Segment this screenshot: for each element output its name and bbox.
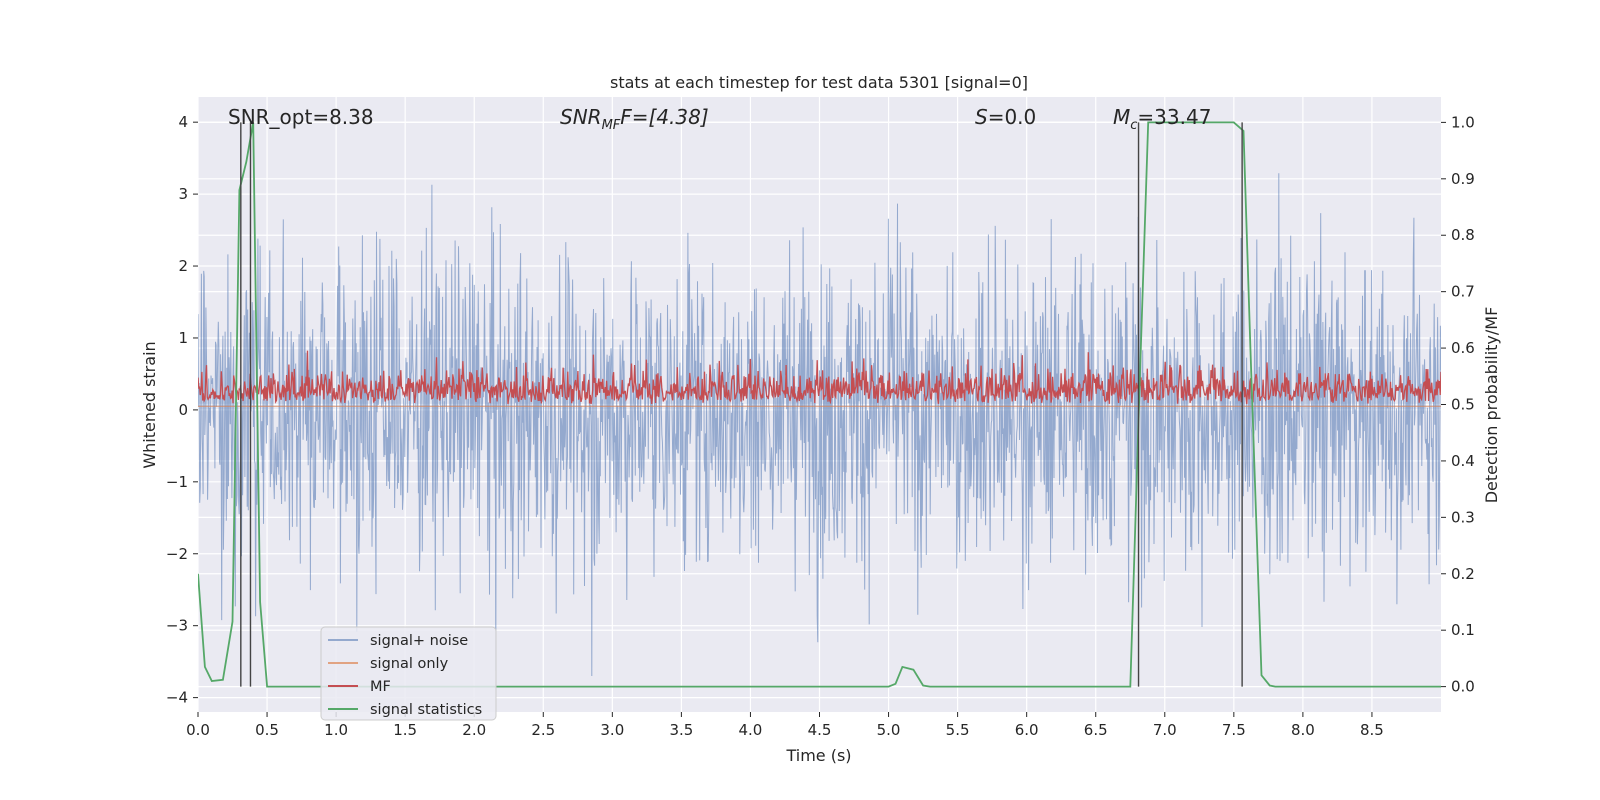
x-tick-label: 1.5 [393, 721, 417, 739]
annotation-snr-opt: SNR_opt=8.38 [228, 105, 374, 129]
y-right-tick-label: 0.7 [1451, 283, 1475, 301]
x-tick-label: 6.0 [1015, 721, 1039, 739]
series-signal-noise [198, 173, 1441, 677]
legend-label-mf: MF [370, 679, 391, 695]
x-tick-label: 8.5 [1360, 721, 1384, 739]
x-tick-label: 0.5 [255, 721, 279, 739]
legend-label-signal-noise: signal+ noise [370, 633, 468, 649]
y-tick-label: 3 [178, 185, 188, 203]
y-right-tick-label: 0.6 [1451, 339, 1475, 357]
x-tick-label: 3.0 [600, 721, 624, 739]
y-tick-label: −4 [166, 689, 188, 707]
x-tick-label: 7.5 [1222, 721, 1246, 739]
x-tick-label: 5.5 [946, 721, 970, 739]
y-right-tick-label: 0.1 [1451, 621, 1475, 639]
y-tick-label: −2 [166, 545, 188, 563]
mf-line [198, 350, 1441, 405]
legend-label-signal-statistics: signal statistics [370, 702, 482, 718]
vertical-markers [240, 122, 1243, 687]
x-tick-label: 4.5 [808, 721, 832, 739]
y-right-tick-label: 0.0 [1451, 678, 1475, 696]
y-tick-label: 1 [178, 329, 188, 347]
x-tick-label: 1.0 [324, 721, 348, 739]
legend-box [320, 626, 497, 721]
annotation-snr-mf: SNRMFF=[4.38] [560, 105, 709, 133]
x-tick-label: 0.0 [186, 721, 210, 739]
annotation-mc: Mc=33.47 [1113, 105, 1211, 133]
x-tick-label: 2.0 [462, 721, 486, 739]
y-tick-label: −3 [166, 617, 188, 635]
y-right-tick-label: 0.5 [1451, 396, 1475, 414]
y-tick-label: 0 [178, 401, 188, 419]
x-tick-label: 2.5 [531, 721, 555, 739]
chart-title: stats at each timestep for test data 530… [610, 73, 1028, 92]
y-right-tick-label: 0.2 [1451, 565, 1475, 583]
x-tick-label: 7.0 [1153, 721, 1177, 739]
legend: signal+ noise signal only MF signal stat… [320, 626, 497, 721]
x-tick-label: 4.0 [739, 721, 763, 739]
ticks: 0.0 0.5 1.0 1.5 2.0 2.5 3.0 3.5 4.0 4.5 5.0 5.5 6.0 6… [166, 113, 1475, 739]
legend-label-signal-only: signal only [370, 656, 449, 672]
y-right-tick-label: 0.9 [1451, 170, 1475, 188]
y-right-tick-label: 1.0 [1451, 113, 1475, 131]
signal-noise-line [198, 173, 1441, 677]
series-signal-statistics [198, 121, 1441, 688]
y-axis-label: Whitened strain [140, 341, 159, 468]
x-tick-label: 5.0 [877, 721, 901, 739]
y-right-tick-label: 0.8 [1451, 226, 1475, 244]
signal-statistics-line [198, 121, 1441, 688]
x-tick-label: 6.5 [1084, 721, 1108, 739]
x-tick-label: 8.0 [1291, 721, 1315, 739]
x-axis-label: Time (s) [785, 746, 851, 765]
y-tick-label: −1 [166, 473, 188, 491]
x-tick-label: 3.5 [669, 721, 693, 739]
y-axis-right-label: Detection probability/MF [1482, 307, 1501, 504]
annotation-s: S=0.0 [975, 105, 1036, 129]
y-tick-label: 2 [178, 257, 188, 275]
y-right-tick-label: 0.4 [1451, 452, 1475, 470]
y-tick-label: 4 [178, 113, 188, 131]
series-mf [198, 350, 1441, 405]
y-right-tick-label: 0.3 [1451, 508, 1475, 526]
